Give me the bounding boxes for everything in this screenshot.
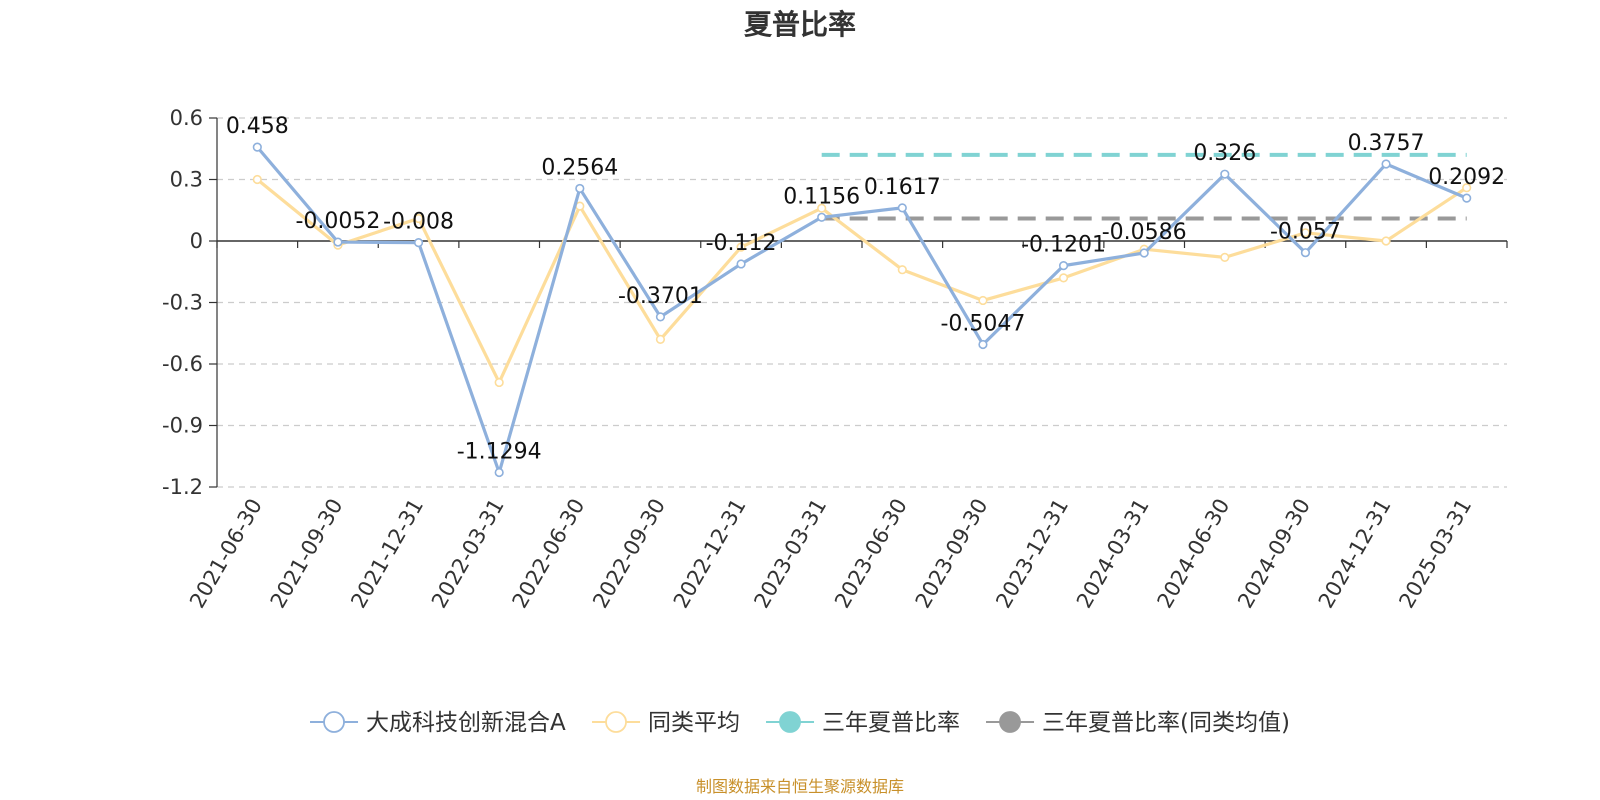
series-0-point (1139, 248, 1149, 258)
series-1-point (655, 334, 666, 345)
series-0-point (1381, 159, 1391, 169)
series-0-point (575, 183, 585, 194)
x-tick-label: 2023-03-31 (749, 495, 831, 613)
data-label: -0.057 (1270, 220, 1341, 245)
grid-lines (217, 117, 1507, 488)
x-tick-label: 2022-03-31 (427, 495, 509, 613)
series-0-point (817, 212, 827, 222)
series-0-point (736, 259, 746, 269)
data-label: -0.5047 (940, 311, 1025, 336)
legend-marker (323, 711, 345, 733)
x-tick-label: 2024-12-31 (1314, 495, 1396, 613)
x-tick-label: 2021-06-30 (185, 495, 267, 613)
data-label: -0.112 (706, 231, 777, 256)
series-1-point (413, 213, 424, 224)
series-layer (252, 142, 1472, 478)
x-tick-label: 2021-09-30 (266, 495, 348, 613)
series-0-point (252, 142, 262, 152)
x-tick-label: 2023-06-30 (830, 495, 912, 613)
series-1-point (1381, 236, 1391, 246)
series-1-point (494, 377, 504, 388)
series-0-point (1220, 169, 1230, 179)
data-label: 0.458 (226, 114, 289, 139)
data-label: 0.1617 (864, 175, 941, 200)
x-tick-label: 2022-06-30 (508, 495, 590, 613)
series-1-point (1300, 228, 1311, 238)
series-0-point (1300, 248, 1311, 258)
x-tick-label: 2024-06-30 (1153, 495, 1235, 613)
series-line-1 (256, 178, 1468, 385)
x-tick-label: 2025-03-31 (1394, 495, 1476, 613)
chart-title: 夏普比率 (744, 8, 856, 41)
legend-label: 同类平均 (648, 710, 740, 736)
legend-marker (779, 711, 801, 733)
legend[interactable]: 大成科技创新混合A 同类平均 三年夏普比率 三年夏普比率(同类均值) (310, 710, 1290, 736)
data-label: -0.008 (383, 210, 454, 235)
series-0-point (897, 203, 907, 213)
legend-item-0[interactable]: 大成科技创新混合A (310, 710, 566, 736)
data-label: 0.326 (1193, 141, 1256, 166)
y-tick-label: 0 (190, 229, 203, 253)
series-1-point (978, 295, 988, 306)
x-tick-label: 2023-09-30 (911, 495, 993, 613)
x-tick-label: 2024-09-30 (1233, 495, 1315, 613)
series-0-point (494, 467, 504, 478)
y-tick-label: -0.9 (162, 414, 203, 438)
legend-item-3[interactable]: 三年夏普比率(同类均值) (986, 710, 1290, 736)
series-1-point (897, 265, 907, 275)
series-1-point (1462, 183, 1472, 193)
y-tick-label: -1.2 (162, 475, 203, 499)
series-0-point (978, 339, 988, 350)
x-tick-label: 2022-12-31 (669, 495, 751, 613)
y-tick-label: -0.3 (162, 291, 203, 315)
legend-label: 三年夏普比率(同类均值) (1042, 710, 1290, 736)
series-0-point (655, 312, 666, 322)
legend-label: 三年夏普比率 (822, 710, 960, 736)
legend-label: 大成科技创新混合A (366, 710, 566, 736)
data-label: 0.2092 (1428, 165, 1505, 190)
series-1-point (817, 203, 827, 213)
x-axis: 2021-06-302021-09-302021-12-312022-03-31… (185, 240, 1508, 613)
series-1-point (1220, 252, 1230, 262)
legend-marker (605, 711, 627, 733)
series-1-point (1058, 273, 1069, 283)
series-line-0 (256, 146, 1468, 475)
series-1-point (252, 174, 262, 185)
x-tick-label: 2023-12-31 (991, 495, 1073, 613)
legend-item-1[interactable]: 同类平均 (592, 710, 740, 736)
data-label: 0.3757 (1348, 131, 1425, 156)
series-0-point (1058, 261, 1069, 271)
y-tick-label: -0.6 (162, 352, 203, 376)
series-1-point (736, 242, 746, 252)
data-label: 0.2564 (541, 155, 618, 180)
data-label: -0.1201 (1021, 233, 1106, 258)
source-note: 制图数据来自恒生聚源数据库 (696, 777, 904, 796)
legend-marker (999, 711, 1021, 733)
data-label: -0.0052 (295, 209, 380, 234)
data-label: -0.3701 (618, 284, 703, 309)
data-labels: 0.458 -0.0052 -0.008 -1.1294 0.2564 -0.3701 -0… (226, 114, 1505, 464)
data-label: -0.0586 (1102, 220, 1187, 245)
x-tick-label: 2021-12-31 (346, 495, 428, 613)
x-tick-label: 2022-09-30 (588, 495, 670, 613)
data-label: 0.1156 (783, 184, 860, 209)
y-tick-label: 0.6 (170, 106, 203, 130)
legend-item-2[interactable]: 三年夏普比率 (766, 710, 960, 736)
series-0-point (413, 238, 424, 248)
series-0-point (333, 237, 343, 247)
x-tick-label: 2024-03-31 (1072, 495, 1154, 613)
y-axis: 0.6 0.3 0 -0.3 -0.6 -0.9 -1.2 (162, 106, 218, 499)
series-0-point (1462, 193, 1472, 203)
data-label: -1.1294 (457, 440, 542, 465)
y-tick-label: 0.3 (170, 168, 203, 192)
